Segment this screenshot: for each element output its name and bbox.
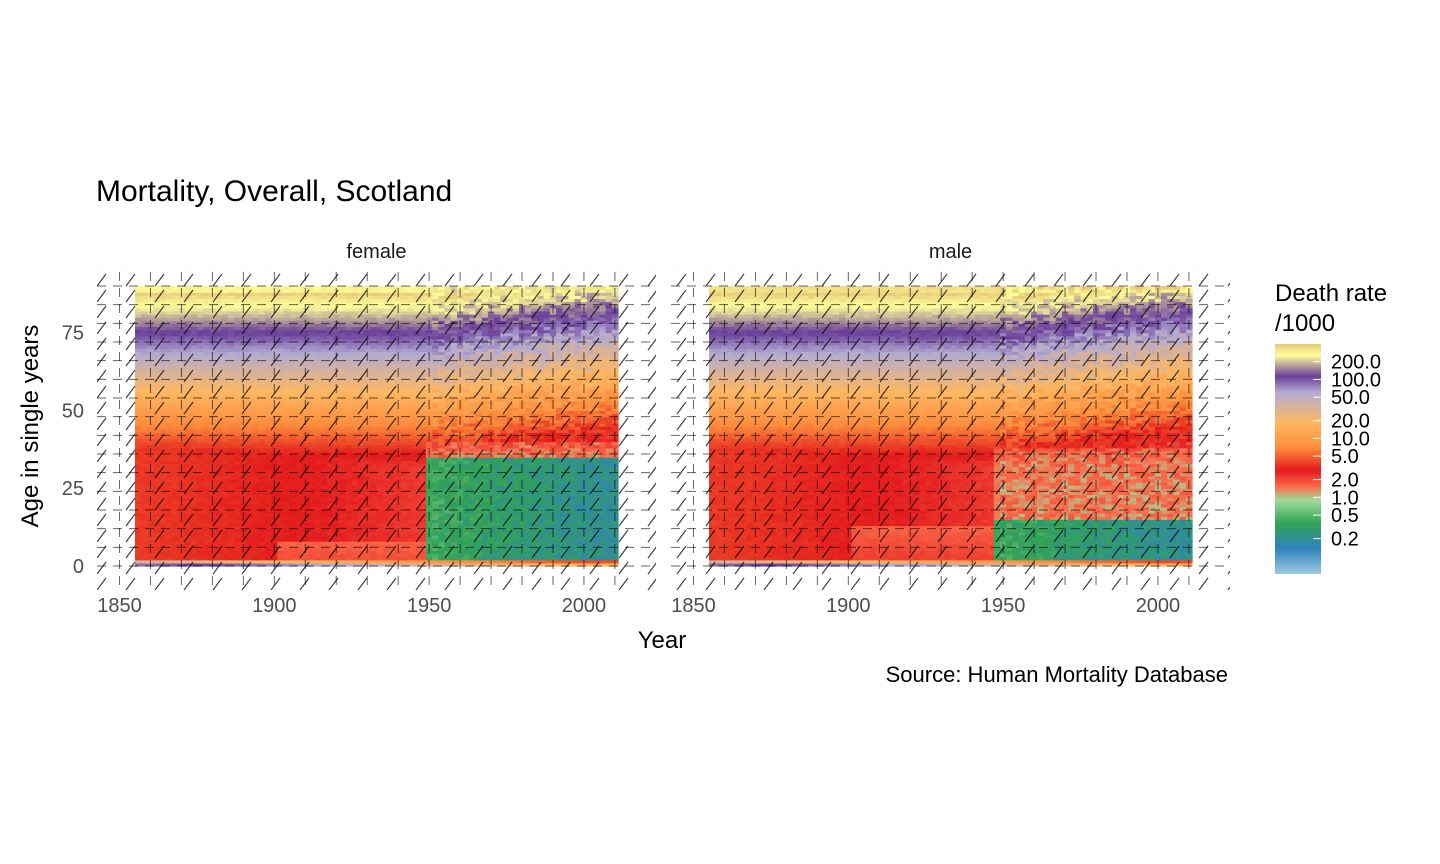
panel-title-female: female (346, 241, 406, 263)
chart-title: Mortality, Overall, Scotland (96, 175, 452, 208)
